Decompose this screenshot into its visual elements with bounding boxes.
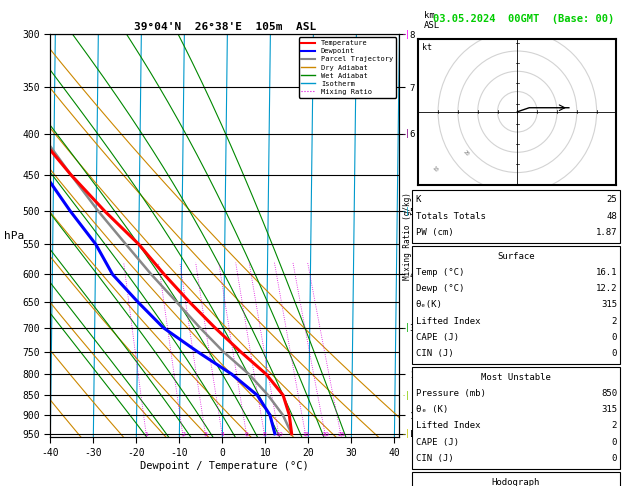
Text: 2: 2 <box>181 433 185 437</box>
Text: 4: 4 <box>221 433 225 437</box>
Text: |: | <box>404 129 409 139</box>
Text: 15: 15 <box>302 433 310 437</box>
X-axis label: Dewpoint / Temperature (°C): Dewpoint / Temperature (°C) <box>140 461 309 470</box>
Text: Lifted Index: Lifted Index <box>416 316 481 326</box>
Text: Mixing Ratio (g/kg): Mixing Ratio (g/kg) <box>403 192 411 279</box>
Text: 0: 0 <box>611 348 617 358</box>
Legend: Temperature, Dewpoint, Parcel Trajectory, Dry Adiabat, Wet Adiabat, Isotherm, Mi: Temperature, Dewpoint, Parcel Trajectory… <box>299 37 396 98</box>
Text: 2: 2 <box>611 421 617 431</box>
Text: |: | <box>404 323 409 332</box>
Text: 03.05.2024  00GMT  (Base: 00): 03.05.2024 00GMT (Base: 00) <box>433 14 615 24</box>
Text: 315: 315 <box>601 405 617 415</box>
Text: Totals Totals: Totals Totals <box>416 211 486 221</box>
Text: |: | <box>404 429 409 438</box>
Text: 2: 2 <box>611 316 617 326</box>
Text: 6: 6 <box>245 433 249 437</box>
Text: -: - <box>402 208 406 214</box>
Text: Surface: Surface <box>497 252 535 261</box>
Text: 25: 25 <box>337 433 345 437</box>
Text: Pressure (mb): Pressure (mb) <box>416 389 486 399</box>
Text: 16.1: 16.1 <box>596 268 617 278</box>
Text: -: - <box>402 31 406 37</box>
Text: 25: 25 <box>606 195 617 205</box>
Text: CAPE (J): CAPE (J) <box>416 332 459 342</box>
Text: Most Unstable: Most Unstable <box>481 373 551 382</box>
Text: 20: 20 <box>322 433 330 437</box>
Text: 0: 0 <box>611 332 617 342</box>
Text: |: | <box>404 391 409 399</box>
Text: 1.87: 1.87 <box>596 227 617 237</box>
Text: -: - <box>402 325 406 331</box>
Text: CIN (J): CIN (J) <box>416 348 454 358</box>
Text: Temp (°C): Temp (°C) <box>416 268 464 278</box>
Text: 10: 10 <box>430 165 438 174</box>
Text: -: - <box>402 392 406 398</box>
Text: kt: kt <box>422 43 432 52</box>
Text: Hodograph: Hodograph <box>492 478 540 486</box>
Text: CAPE (J): CAPE (J) <box>416 437 459 447</box>
Text: 0: 0 <box>611 437 617 447</box>
Text: |: | <box>404 30 409 38</box>
Text: 48: 48 <box>606 211 617 221</box>
Text: |: | <box>404 207 409 216</box>
Text: 12.2: 12.2 <box>596 284 617 294</box>
Text: 3: 3 <box>204 433 208 437</box>
Text: Dewp (°C): Dewp (°C) <box>416 284 464 294</box>
Text: 10: 10 <box>276 433 283 437</box>
Text: -: - <box>402 431 406 437</box>
Text: θₑ(K): θₑ(K) <box>416 300 443 310</box>
Text: θₑ (K): θₑ (K) <box>416 405 448 415</box>
Text: 1: 1 <box>145 433 148 437</box>
Text: CIN (J): CIN (J) <box>416 453 454 463</box>
Text: 20: 20 <box>462 149 470 157</box>
Text: km
ASL: km ASL <box>424 11 440 30</box>
Title: 39°04'N  26°38'E  105m  ASL: 39°04'N 26°38'E 105m ASL <box>134 22 316 32</box>
Text: 850: 850 <box>601 389 617 399</box>
Text: hPa: hPa <box>4 231 24 241</box>
Text: 0: 0 <box>611 453 617 463</box>
Text: Lifted Index: Lifted Index <box>416 421 481 431</box>
Text: -: - <box>402 131 406 137</box>
Text: PW (cm): PW (cm) <box>416 227 454 237</box>
Text: 315: 315 <box>601 300 617 310</box>
Text: 8: 8 <box>263 433 267 437</box>
Text: K: K <box>416 195 421 205</box>
